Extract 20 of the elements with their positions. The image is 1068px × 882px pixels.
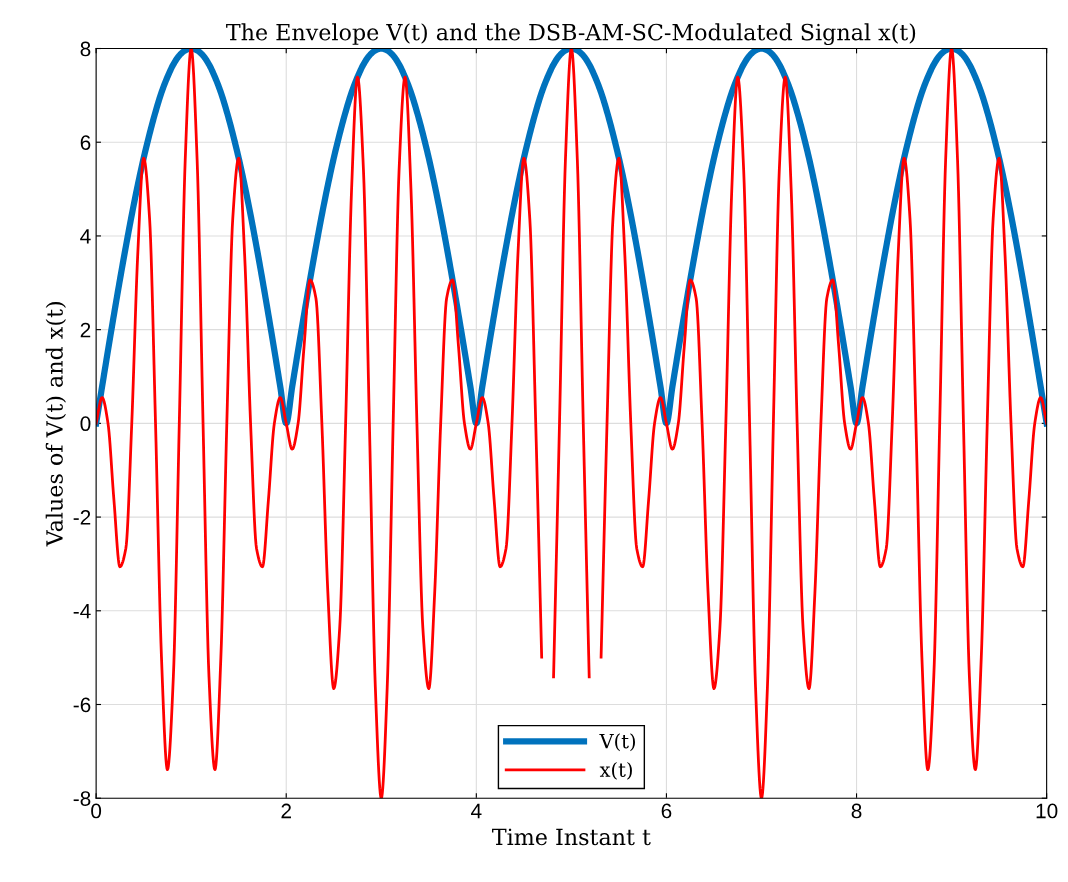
x-tick-label: 8 <box>851 803 862 819</box>
y-tick-label: -4 <box>73 604 91 619</box>
legend-label: V(t) <box>599 733 636 752</box>
y-tick-label: 8 <box>80 41 91 57</box>
y-tick-label: 4 <box>80 229 91 244</box>
y-tick-label: 0 <box>80 416 91 432</box>
y-tick-label: -2 <box>73 510 91 525</box>
y-tick-label: 2 <box>80 322 91 338</box>
x-tick-label: 2 <box>281 803 291 819</box>
x-tick-label: 0 <box>91 803 102 819</box>
y-tick-label: -8 <box>73 791 91 806</box>
y-tick-label: 6 <box>80 135 91 150</box>
x-tick-label: 10 <box>1036 803 1058 819</box>
y-axis-title: Values of V(t) and x(t) <box>45 302 67 547</box>
chart-title: The Envelope V(t) and the DSB-AM-SC-Modulated Signal x(t) <box>226 23 916 46</box>
y-tick-label: -6 <box>73 697 91 713</box>
legend-label: x(t) <box>599 761 632 780</box>
x-tick-label: 4 <box>471 803 482 819</box>
x-axis-title: Time Instant t <box>492 828 651 846</box>
x-tick-label: 6 <box>661 803 672 819</box>
